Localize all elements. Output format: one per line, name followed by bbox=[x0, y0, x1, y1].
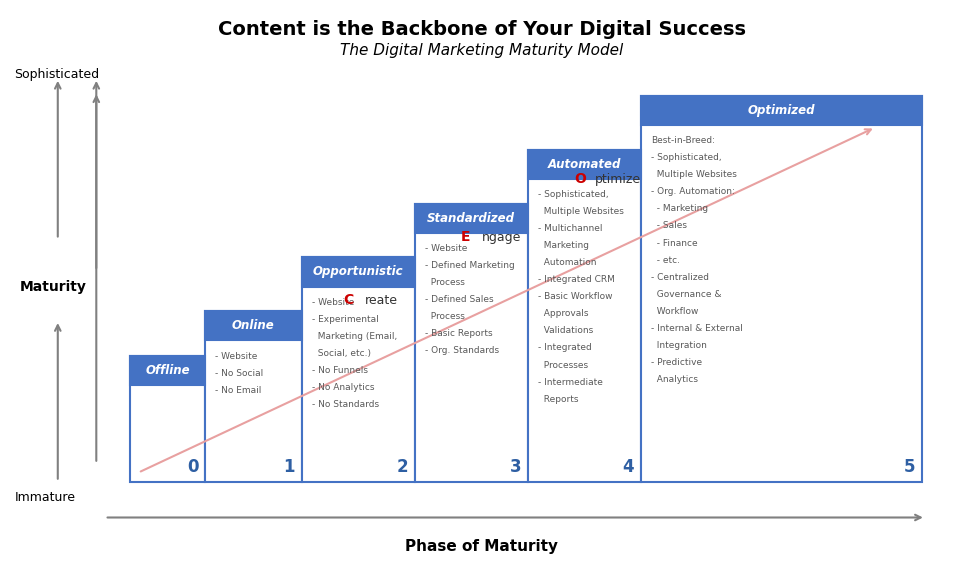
Text: ngage: ngage bbox=[482, 231, 521, 244]
Text: Opportunistic: Opportunistic bbox=[313, 266, 403, 278]
Text: Social, etc.): Social, etc.) bbox=[312, 349, 371, 358]
Text: - Experimental: - Experimental bbox=[312, 315, 378, 324]
Text: 1: 1 bbox=[283, 458, 295, 476]
Text: E: E bbox=[460, 230, 470, 244]
Text: - Integrated: - Integrated bbox=[537, 343, 591, 352]
Text: 3: 3 bbox=[509, 458, 521, 476]
Text: ptimize: ptimize bbox=[595, 172, 641, 186]
Text: - Basic Reports: - Basic Reports bbox=[425, 329, 492, 338]
Text: - Internal & External: - Internal & External bbox=[651, 324, 742, 333]
Text: - Marketing: - Marketing bbox=[651, 205, 708, 213]
Text: - Basic Workflow: - Basic Workflow bbox=[537, 292, 612, 301]
Text: Analytics: Analytics bbox=[651, 375, 698, 384]
Text: Best-in-Breed:: Best-in-Breed: bbox=[651, 136, 715, 145]
FancyBboxPatch shape bbox=[205, 311, 301, 482]
Text: - Defined Marketing: - Defined Marketing bbox=[425, 261, 514, 270]
Text: Optimized: Optimized bbox=[747, 104, 815, 117]
Text: - Finance: - Finance bbox=[651, 239, 697, 247]
Text: Phase of Maturity: Phase of Maturity bbox=[405, 539, 558, 554]
Text: Automation: Automation bbox=[537, 258, 596, 267]
FancyBboxPatch shape bbox=[415, 204, 528, 233]
FancyBboxPatch shape bbox=[130, 356, 205, 385]
Text: Workflow: Workflow bbox=[651, 306, 698, 316]
Text: - Sophisticated,: - Sophisticated, bbox=[537, 190, 609, 199]
Text: Immature: Immature bbox=[14, 491, 75, 504]
FancyBboxPatch shape bbox=[415, 204, 528, 482]
Text: The Digital Marketing Maturity Model: The Digital Marketing Maturity Model bbox=[340, 43, 623, 58]
Text: Processes: Processes bbox=[537, 361, 588, 370]
Text: reate: reate bbox=[364, 294, 398, 306]
FancyBboxPatch shape bbox=[641, 96, 922, 482]
Text: 4: 4 bbox=[622, 458, 635, 476]
Text: Process: Process bbox=[425, 278, 464, 287]
Text: - Sophisticated,: - Sophisticated, bbox=[651, 154, 721, 162]
Text: Process: Process bbox=[425, 312, 464, 321]
Text: Reports: Reports bbox=[537, 394, 579, 404]
Text: - Centralized: - Centralized bbox=[651, 273, 709, 282]
Text: Marketing: Marketing bbox=[537, 242, 588, 250]
FancyBboxPatch shape bbox=[205, 311, 301, 340]
Text: 0: 0 bbox=[187, 458, 198, 476]
Text: Automated: Automated bbox=[548, 158, 621, 171]
Text: - Website: - Website bbox=[425, 244, 467, 253]
Text: 5: 5 bbox=[903, 458, 915, 476]
Text: - Website: - Website bbox=[216, 351, 258, 361]
Text: - Intermediate: - Intermediate bbox=[537, 378, 603, 386]
Text: O: O bbox=[574, 171, 586, 186]
Text: - No Social: - No Social bbox=[216, 369, 264, 378]
Text: - Org. Automation:: - Org. Automation: bbox=[651, 187, 735, 197]
Text: 2: 2 bbox=[397, 458, 408, 476]
Text: Multiple Websites: Multiple Websites bbox=[651, 170, 737, 179]
FancyBboxPatch shape bbox=[528, 150, 641, 482]
Text: Marketing (Email,: Marketing (Email, bbox=[312, 332, 397, 341]
FancyBboxPatch shape bbox=[528, 150, 641, 179]
Text: - No Funnels: - No Funnels bbox=[312, 366, 368, 375]
Text: C: C bbox=[344, 293, 353, 306]
Text: Sophisticated: Sophisticated bbox=[14, 68, 99, 81]
Text: Online: Online bbox=[232, 319, 274, 332]
Text: - Integrated CRM: - Integrated CRM bbox=[537, 275, 614, 284]
Text: - No Email: - No Email bbox=[216, 386, 262, 394]
Text: Maturity: Maturity bbox=[19, 281, 87, 294]
FancyBboxPatch shape bbox=[641, 96, 922, 125]
FancyBboxPatch shape bbox=[130, 356, 205, 482]
Text: Multiple Websites: Multiple Websites bbox=[537, 207, 624, 216]
FancyBboxPatch shape bbox=[301, 258, 415, 286]
Text: Content is the Backbone of Your Digital Success: Content is the Backbone of Your Digital … bbox=[218, 20, 745, 39]
Text: - No Analytics: - No Analytics bbox=[312, 383, 374, 392]
Text: - Website: - Website bbox=[312, 298, 354, 306]
Text: - Org. Standards: - Org. Standards bbox=[425, 346, 499, 355]
Text: - Predictive: - Predictive bbox=[651, 358, 702, 367]
Text: - Defined Sales: - Defined Sales bbox=[425, 295, 493, 304]
Text: Standardized: Standardized bbox=[428, 212, 515, 225]
Text: - etc.: - etc. bbox=[651, 255, 680, 264]
Text: Integration: Integration bbox=[651, 341, 707, 350]
Text: - Multichannel: - Multichannel bbox=[537, 224, 602, 233]
Text: Governance &: Governance & bbox=[651, 290, 721, 298]
Text: Offline: Offline bbox=[145, 364, 190, 377]
Text: - Sales: - Sales bbox=[651, 221, 687, 231]
Text: Validations: Validations bbox=[537, 327, 593, 335]
FancyBboxPatch shape bbox=[301, 258, 415, 482]
Text: - No Standards: - No Standards bbox=[312, 400, 378, 409]
Text: Approvals: Approvals bbox=[537, 309, 588, 319]
